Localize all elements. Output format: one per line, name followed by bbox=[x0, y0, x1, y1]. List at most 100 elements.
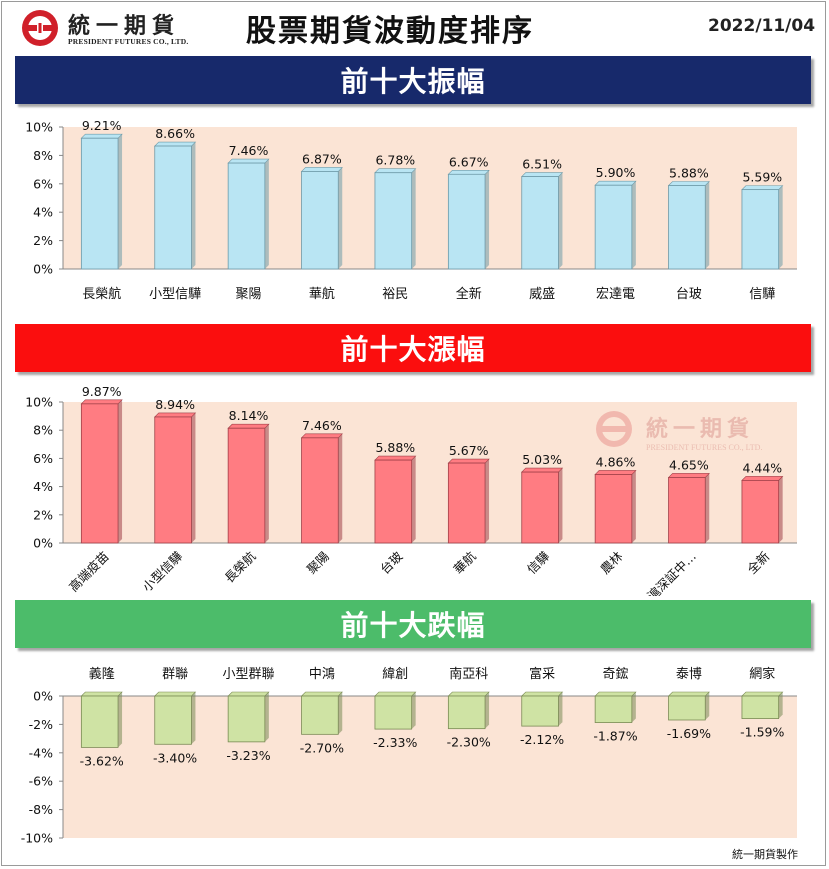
loss-banner: 前十大跌幅 bbox=[15, 600, 811, 648]
category-label: 聚陽 bbox=[304, 549, 332, 577]
category-label: 威盛 bbox=[529, 287, 555, 302]
data-label: 5.03% bbox=[522, 452, 562, 467]
y-tick-label: 0% bbox=[33, 689, 53, 704]
bar-top bbox=[447, 458, 490, 464]
bar bbox=[447, 173, 486, 270]
bar bbox=[374, 695, 413, 730]
data-label: -2.30% bbox=[447, 735, 491, 750]
y-tick-label: -10% bbox=[21, 831, 53, 846]
bar-top bbox=[667, 691, 710, 697]
loss-banner-title: 前十大跌幅 bbox=[340, 609, 486, 642]
data-label: 8.14% bbox=[229, 408, 269, 423]
bar-top bbox=[300, 433, 343, 439]
category-label: 信驊 bbox=[524, 548, 553, 577]
bar bbox=[741, 479, 780, 544]
data-label: 6.87% bbox=[302, 151, 342, 166]
data-label: 8.66% bbox=[155, 126, 195, 141]
data-label: 5.88% bbox=[375, 440, 415, 455]
y-tick-label: 2% bbox=[33, 233, 53, 248]
bar-top bbox=[80, 691, 123, 697]
bar-top bbox=[80, 133, 123, 139]
bar-side bbox=[631, 470, 636, 543]
bar-side bbox=[778, 476, 783, 543]
gain-banner-title: 前十大漲幅 bbox=[340, 333, 486, 366]
data-label: 7.46% bbox=[302, 418, 342, 433]
bar-top bbox=[374, 168, 417, 174]
bar-side bbox=[118, 134, 123, 269]
bar-side bbox=[191, 142, 196, 269]
bar bbox=[521, 695, 559, 727]
bar-side bbox=[485, 170, 490, 269]
bar bbox=[594, 695, 633, 723]
bar bbox=[374, 172, 413, 270]
data-label: -3.62% bbox=[80, 753, 124, 768]
bar bbox=[154, 695, 192, 745]
y-tick-label: 6% bbox=[33, 176, 53, 191]
bar-top bbox=[374, 691, 417, 697]
amplitude-banner: 前十大振幅 bbox=[15, 56, 811, 104]
y-tick-label: 8% bbox=[33, 423, 53, 438]
y-tick-label: 0% bbox=[33, 536, 53, 551]
data-label: 4.44% bbox=[742, 460, 782, 475]
bar-side bbox=[485, 459, 490, 543]
data-label: 4.65% bbox=[669, 457, 709, 472]
data-label: -1.69% bbox=[667, 726, 711, 741]
data-label: 9.87% bbox=[82, 384, 122, 399]
bar-top bbox=[154, 141, 197, 147]
category-label: 小型信驊 bbox=[139, 548, 185, 594]
data-label: -2.12% bbox=[520, 732, 564, 747]
bar bbox=[741, 189, 780, 270]
bar-side bbox=[705, 692, 710, 720]
bar bbox=[741, 695, 780, 719]
report-date: 2022/11/04 bbox=[708, 16, 816, 36]
logo-company-name: 統一期貨 bbox=[68, 14, 181, 39]
data-label: 6.78% bbox=[375, 153, 415, 168]
bar-side bbox=[558, 692, 563, 727]
data-label: 5.59% bbox=[742, 170, 782, 185]
bar-top bbox=[741, 691, 784, 697]
bar-side bbox=[338, 167, 343, 269]
bar-side bbox=[191, 692, 196, 745]
bar-side bbox=[338, 433, 343, 543]
bar-side bbox=[411, 692, 416, 730]
y-tick-label: 0% bbox=[33, 262, 53, 277]
category-label: 群聯 bbox=[162, 667, 188, 682]
bar-top bbox=[447, 691, 490, 697]
bar-side bbox=[191, 412, 196, 543]
category-label: 小型群聯 bbox=[222, 667, 274, 682]
header: 統一期貨 PRESIDENT FUTURES CO., LTD. 股票期貨波動度… bbox=[0, 0, 829, 52]
amplitude-banner-title: 前十大振幅 bbox=[340, 65, 486, 98]
category-label: 全新 bbox=[744, 549, 772, 577]
bar-side bbox=[264, 692, 269, 742]
bar-top bbox=[80, 399, 123, 405]
bar-top bbox=[447, 169, 490, 175]
bar-top bbox=[741, 185, 784, 190]
bar-top bbox=[521, 467, 564, 473]
logo-company-english-name: PRESIDENT FUTURES CO., LTD. bbox=[68, 37, 189, 46]
bar-top bbox=[594, 691, 637, 697]
bar-side bbox=[485, 692, 490, 729]
bar-top bbox=[594, 470, 637, 475]
data-label: 6.51% bbox=[522, 157, 562, 172]
category-label: 華航 bbox=[451, 548, 480, 577]
category-label: 宏達電 bbox=[596, 287, 635, 302]
category-label: 網家 bbox=[749, 666, 775, 682]
gain-banner: 前十大漲幅 bbox=[15, 324, 811, 372]
bar-top bbox=[227, 158, 270, 164]
bar-top bbox=[154, 412, 197, 418]
watermark-text: 統一期貨 bbox=[646, 416, 754, 442]
category-label: 奇鋐 bbox=[602, 666, 628, 682]
category-label: 長榮航 bbox=[82, 286, 121, 302]
category-label: 台玻 bbox=[377, 548, 406, 577]
y-tick-label: 4% bbox=[33, 205, 53, 220]
bar bbox=[447, 462, 486, 544]
bar bbox=[301, 695, 339, 735]
bar-side bbox=[705, 181, 710, 269]
bar-side bbox=[118, 399, 123, 543]
amplitude-chart: 10% 8% 6% 4% 2% 0% 9.21% 長榮航 8.66% 小型信驊 7.46% 聚陽 6.8… bbox=[0, 108, 829, 314]
y-tick-label: -6% bbox=[29, 774, 53, 789]
data-label: 7.46% bbox=[229, 143, 269, 158]
bar bbox=[301, 171, 339, 270]
data-label: 5.67% bbox=[449, 443, 489, 458]
